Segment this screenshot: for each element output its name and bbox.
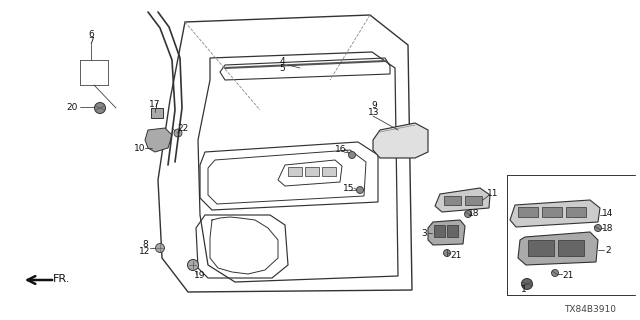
Text: 10: 10 bbox=[134, 143, 146, 153]
Text: 12: 12 bbox=[140, 246, 150, 255]
Text: 20: 20 bbox=[67, 102, 77, 111]
Circle shape bbox=[356, 187, 364, 194]
Polygon shape bbox=[322, 167, 336, 176]
Circle shape bbox=[465, 211, 472, 218]
Text: 5: 5 bbox=[279, 63, 285, 73]
Text: 4: 4 bbox=[279, 57, 285, 66]
Polygon shape bbox=[558, 240, 584, 256]
Circle shape bbox=[444, 250, 451, 257]
Polygon shape bbox=[305, 167, 319, 176]
Text: 21: 21 bbox=[451, 251, 461, 260]
Circle shape bbox=[188, 260, 198, 270]
Text: 14: 14 bbox=[602, 209, 614, 218]
Circle shape bbox=[174, 129, 182, 137]
Text: 8: 8 bbox=[142, 239, 148, 249]
Polygon shape bbox=[518, 232, 598, 265]
Polygon shape bbox=[510, 200, 600, 227]
Polygon shape bbox=[542, 207, 562, 217]
Text: 15: 15 bbox=[343, 183, 355, 193]
Circle shape bbox=[522, 278, 532, 290]
Text: 19: 19 bbox=[195, 270, 205, 279]
Text: 16: 16 bbox=[335, 145, 347, 154]
Text: 18: 18 bbox=[602, 223, 614, 233]
Text: 22: 22 bbox=[177, 124, 189, 132]
Polygon shape bbox=[465, 196, 482, 205]
Text: FR.: FR. bbox=[53, 274, 70, 284]
Circle shape bbox=[156, 244, 164, 252]
Text: 2: 2 bbox=[605, 245, 611, 254]
Polygon shape bbox=[528, 240, 554, 256]
Text: 17: 17 bbox=[149, 100, 161, 108]
Text: 1: 1 bbox=[521, 285, 527, 294]
Text: 7: 7 bbox=[88, 36, 94, 45]
Polygon shape bbox=[447, 225, 458, 237]
Text: 18: 18 bbox=[468, 209, 480, 218]
Circle shape bbox=[552, 269, 559, 276]
Text: 3: 3 bbox=[421, 228, 427, 237]
Text: TX84B3910: TX84B3910 bbox=[564, 306, 616, 315]
Polygon shape bbox=[428, 220, 465, 245]
Text: 6: 6 bbox=[88, 29, 94, 38]
Circle shape bbox=[349, 151, 355, 158]
Circle shape bbox=[595, 225, 602, 231]
Text: 13: 13 bbox=[368, 108, 380, 116]
Text: 11: 11 bbox=[487, 188, 499, 197]
Circle shape bbox=[95, 102, 106, 114]
Polygon shape bbox=[518, 207, 538, 217]
Polygon shape bbox=[434, 225, 445, 237]
Bar bbox=[151, 108, 163, 118]
Text: 21: 21 bbox=[563, 270, 573, 279]
Polygon shape bbox=[435, 188, 490, 212]
Polygon shape bbox=[373, 123, 428, 158]
Polygon shape bbox=[288, 167, 302, 176]
Polygon shape bbox=[444, 196, 461, 205]
Text: 9: 9 bbox=[371, 100, 377, 109]
Polygon shape bbox=[145, 128, 172, 152]
Polygon shape bbox=[566, 207, 586, 217]
